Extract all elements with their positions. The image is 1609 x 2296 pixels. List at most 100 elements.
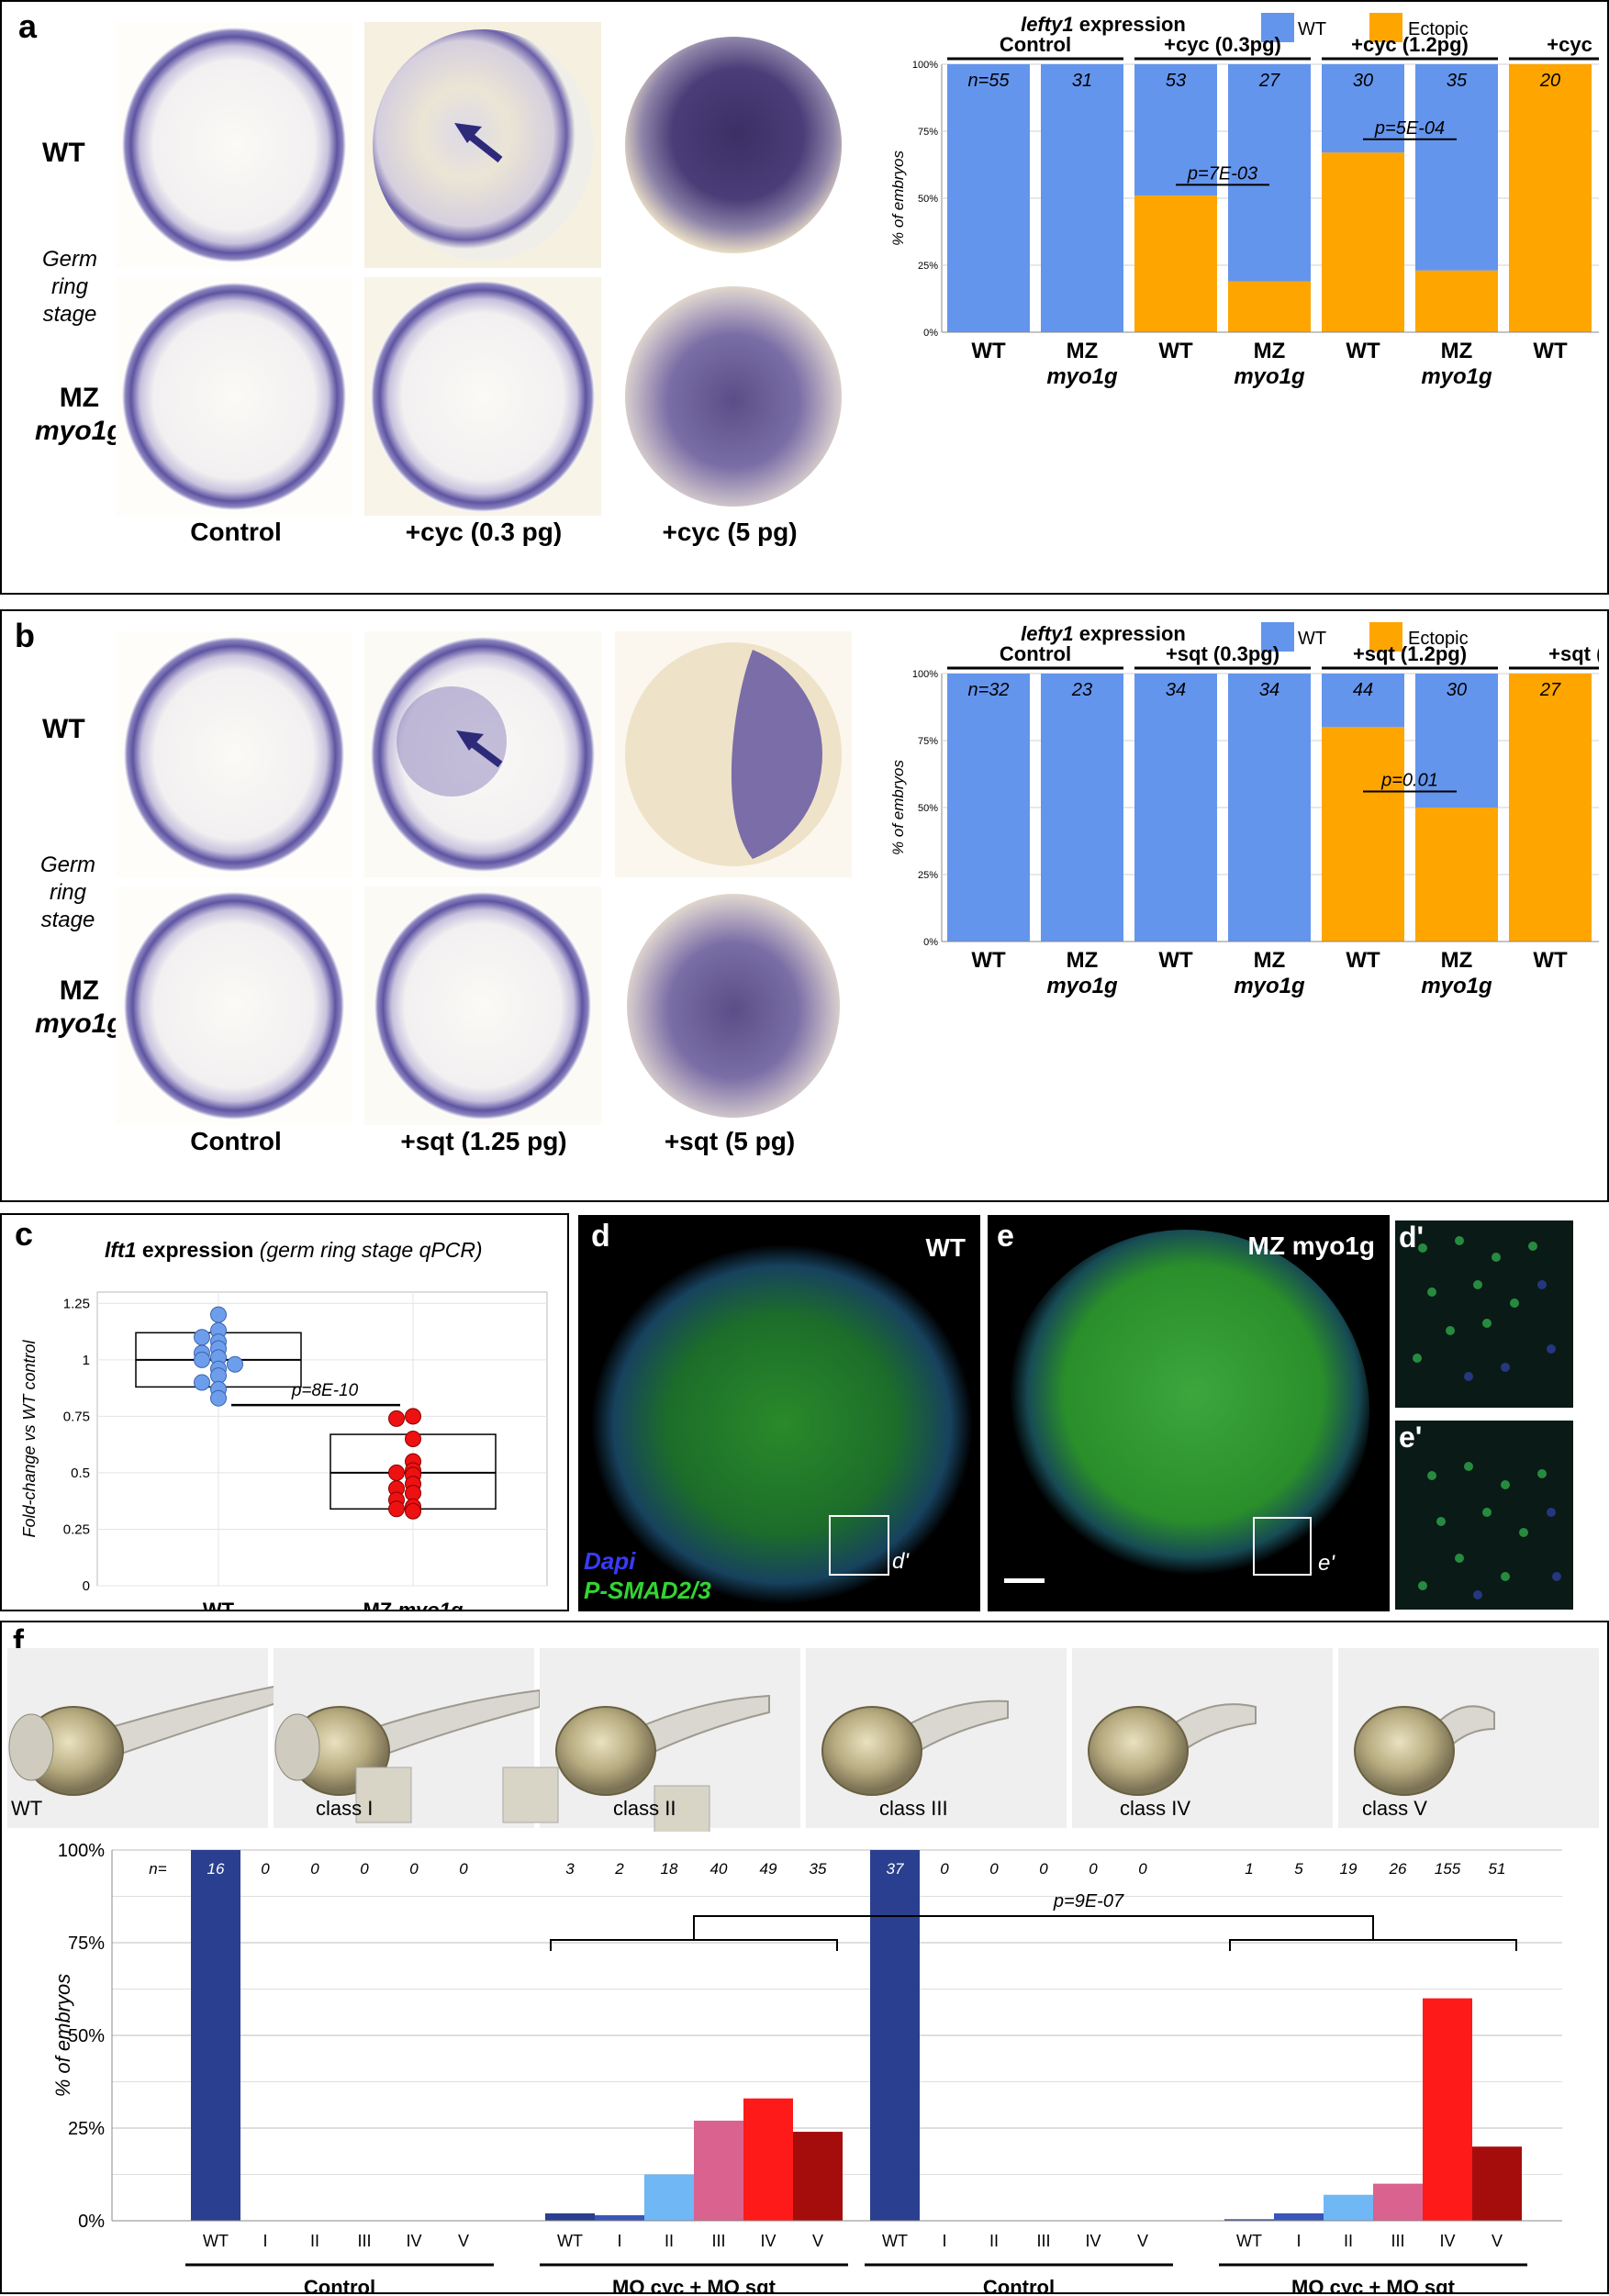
y-tick-label: 100% [912, 60, 938, 71]
group-label: MO cyc + MO sqt [1291, 2276, 1456, 2294]
bar [644, 2174, 694, 2221]
panel-d: d WT d' Dapi P-SMAD2/3 [578, 1215, 980, 1611]
bar-segment-wt [1228, 674, 1311, 942]
n-label: 34 [1166, 680, 1186, 700]
col-label: +cyc (0.3 pg) [405, 518, 563, 546]
pvalue-label: p=0.01 [1380, 770, 1438, 790]
x-tick-label: V [1137, 2232, 1148, 2250]
pvalue-label: p=7E-03 [1187, 163, 1257, 184]
x-tick-label: II [310, 2232, 319, 2250]
x-tick-label: WT [1236, 2232, 1262, 2250]
bar-segment-wt [947, 674, 1030, 942]
n-label: n=55 [967, 71, 1010, 91]
embryo-wt-cyc-low [364, 22, 601, 268]
x-tick-label: myo1g [1421, 364, 1492, 389]
n-label: 37 [887, 1860, 904, 1878]
data-point [388, 1464, 405, 1481]
embryo-wt-control [116, 631, 352, 877]
panel-label-d-prime: d' [1399, 1220, 1425, 1254]
n-label: 0 [459, 1860, 468, 1878]
y-tick-label: 75% [918, 127, 938, 138]
embryo-mz-sqt-high [615, 886, 852, 1125]
group-label: +cyc (1.2pg) [1351, 33, 1469, 56]
x-tick-label: WT [1158, 948, 1193, 973]
group-label: Control [983, 2276, 1055, 2294]
n-label: 51 [1489, 1860, 1506, 1878]
larva-photo [1338, 1648, 1599, 1828]
col-label: Control [190, 518, 282, 546]
group-label: MO cyc + MO sqt [612, 2276, 777, 2294]
n-label: 23 [1071, 680, 1092, 700]
data-point [405, 1502, 421, 1520]
n-label: 16 [207, 1860, 225, 1878]
x-tick-label: IV [1439, 2232, 1455, 2250]
y-tick-label: 100% [58, 1841, 105, 1861]
class-label: WT [11, 1797, 43, 1820]
embryo-mz-control [116, 277, 352, 516]
data-point [227, 1355, 243, 1373]
larva-head [8, 1713, 54, 1781]
embryo-mz-sqt-low [364, 886, 601, 1125]
n-label: 40 [710, 1860, 728, 1878]
n-label: 35 [1447, 71, 1468, 91]
y-tick-label: 1 [83, 1353, 90, 1368]
y-axis-label: % of embryos [889, 760, 907, 855]
class-label: class II [613, 1797, 676, 1820]
x-tick-label: WT [1346, 339, 1380, 363]
data-point [194, 1329, 210, 1346]
n-label: 0 [989, 1860, 999, 1878]
x-tick-label: myo1g [1421, 974, 1492, 998]
n-label: 0 [940, 1860, 949, 1878]
y-tick-label: 25% [68, 2119, 105, 2139]
x-tick-label: III [1036, 2232, 1050, 2250]
chart-c: lft1 expression (germ ring stage qPCR) 0 0… [20, 1238, 548, 1610]
bar-segment-ectopic [1134, 195, 1217, 332]
embryo-wt-sqt-low [364, 631, 601, 877]
x-tick-label: III [711, 2232, 725, 2250]
bar-segment-wt [1041, 64, 1123, 332]
pvalue-label: p=9E-07 [1053, 1891, 1124, 1911]
n-label: 2 [614, 1860, 624, 1878]
x-tick-label: WT [882, 2232, 908, 2250]
n-label: 5 [1294, 1860, 1303, 1878]
bar [1274, 2212, 1324, 2221]
bar-segment-wt [1415, 674, 1498, 808]
x-tick-label: III [357, 2232, 371, 2250]
bar-segment-ectopic [1415, 270, 1498, 332]
group-label: Control [1000, 33, 1071, 56]
n-label: 49 [760, 1860, 777, 1878]
embryo-mz-cyc-low [364, 277, 601, 516]
x-tick-label: IV [1085, 2232, 1101, 2250]
data-point [388, 1410, 405, 1427]
class-label: class IV [1120, 1797, 1191, 1820]
larva-photo [806, 1648, 1067, 1828]
bar-segment-wt [1322, 64, 1404, 153]
y-tick-label: 25% [918, 870, 938, 881]
chart-title-gene: lefty1 [1021, 13, 1073, 36]
x-tick-label: MZ [1067, 948, 1099, 973]
larva-tail [896, 1700, 1009, 1760]
x-tick-label: II [1344, 2232, 1353, 2250]
x-tick-label: II [665, 2232, 674, 2250]
n-label: 31 [1072, 71, 1092, 91]
n-label: 44 [1353, 680, 1373, 700]
x-tick-label: WT [1346, 948, 1380, 973]
panel-e: e MZ myo1g e' [988, 1215, 1390, 1611]
inset-label: d' [892, 1549, 909, 1574]
n-label: 27 [1258, 71, 1280, 91]
col-label: +sqt (5 pg) [664, 1127, 796, 1155]
x-tick-label: MZ [1441, 339, 1473, 363]
group-label: Control [304, 2276, 375, 2294]
bar [743, 2098, 793, 2221]
col-label: Control [190, 1127, 282, 1155]
chart-title-rest: expression [1074, 13, 1186, 36]
n-label: 18 [661, 1860, 678, 1878]
n-label: 1 [1245, 1860, 1253, 1878]
stain-dapi: Dapi [584, 1547, 636, 1575]
row-label-stage: Germ ring stage [40, 853, 95, 932]
bar [793, 2132, 843, 2221]
n-label: n=32 [967, 680, 1009, 700]
bar-segment-ectopic [1509, 674, 1592, 942]
bar-segment-ectopic [1322, 152, 1404, 332]
legend-label: WT [1298, 629, 1326, 649]
